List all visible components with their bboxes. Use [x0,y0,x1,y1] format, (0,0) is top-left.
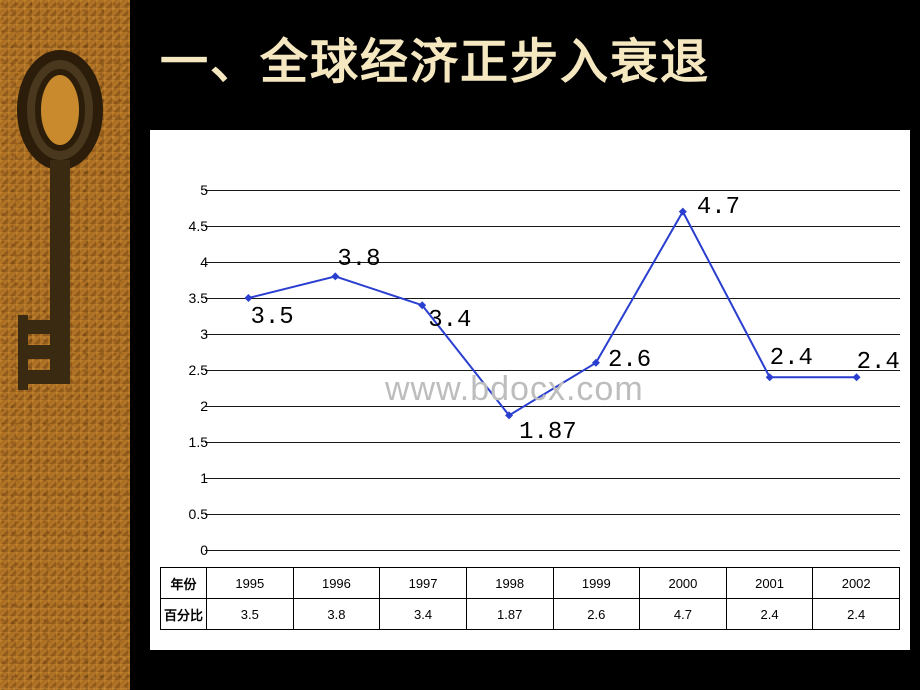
series-marker [244,294,252,302]
table-cell-value: 2.6 [553,599,640,630]
ytick-label: 1 [168,470,208,486]
table-cell-year: 2001 [726,568,813,599]
ytick-label: 3 [168,326,208,342]
table-cell-value: 2.4 [726,599,813,630]
series-marker [679,208,687,216]
key-icon [0,0,130,690]
table-cell-value: 1.87 [466,599,553,630]
sidebar-decorative-image [0,0,130,690]
table-cell-year: 1996 [293,568,380,599]
table-cell-value: 3.8 [293,599,380,630]
table-cell-year: 1997 [380,568,467,599]
ytick-label: 4.5 [168,218,208,234]
ytick-label: 2 [168,398,208,414]
table-cell-year: 1999 [553,568,640,599]
table-cell-value: 3.4 [380,599,467,630]
data-point-label: 1.87 [519,419,577,446]
data-point-label: 2.4 [770,345,813,372]
table-cell-year: 1998 [466,568,553,599]
data-table-wrap: 年份 19951996199719981999200020012002 百分比 … [160,567,900,630]
ytick-label: 0.5 [168,506,208,522]
data-point-label: 3.8 [337,246,380,273]
table-cell-value: 4.7 [640,599,727,630]
table-cell-value: 3.5 [207,599,294,630]
series-marker [331,272,339,280]
chart-area: 3.53.83.41.872.64.72.42.4 www.bdocx.com … [150,130,910,650]
ytick-label: 2.5 [168,362,208,378]
data-point-label: 3.5 [250,304,293,331]
slide-title: 一、全球经济正步入衰退 [160,22,710,92]
table-cell-year: 2002 [813,568,900,599]
slide: 一、全球经济正步入衰退 3.53.83.41.872.64.72.42.4 ww… [0,0,920,690]
ytick-label: 0 [168,542,208,558]
row-header-year: 年份 [161,568,207,599]
table-cell-year: 2000 [640,568,727,599]
data-point-label: 2.4 [857,349,900,376]
plot-region: 3.53.83.41.872.64.72.42.4 www.bdocx.com [205,190,900,550]
row-header-percent: 百分比 [161,599,207,630]
table-cell-value: 2.4 [813,599,900,630]
data-table: 年份 19951996199719981999200020012002 百分比 … [160,567,900,630]
table-cell-year: 1995 [207,568,294,599]
series-marker [766,373,774,381]
data-point-label: 2.6 [608,347,651,374]
ytick-label: 3.5 [168,290,208,306]
ytick-label: 1.5 [168,434,208,450]
ytick-label: 5 [168,182,208,198]
data-point-label: 4.7 [697,194,740,221]
gridline [205,550,900,551]
ytick-label: 4 [168,254,208,270]
data-point-label: 3.4 [428,307,471,334]
